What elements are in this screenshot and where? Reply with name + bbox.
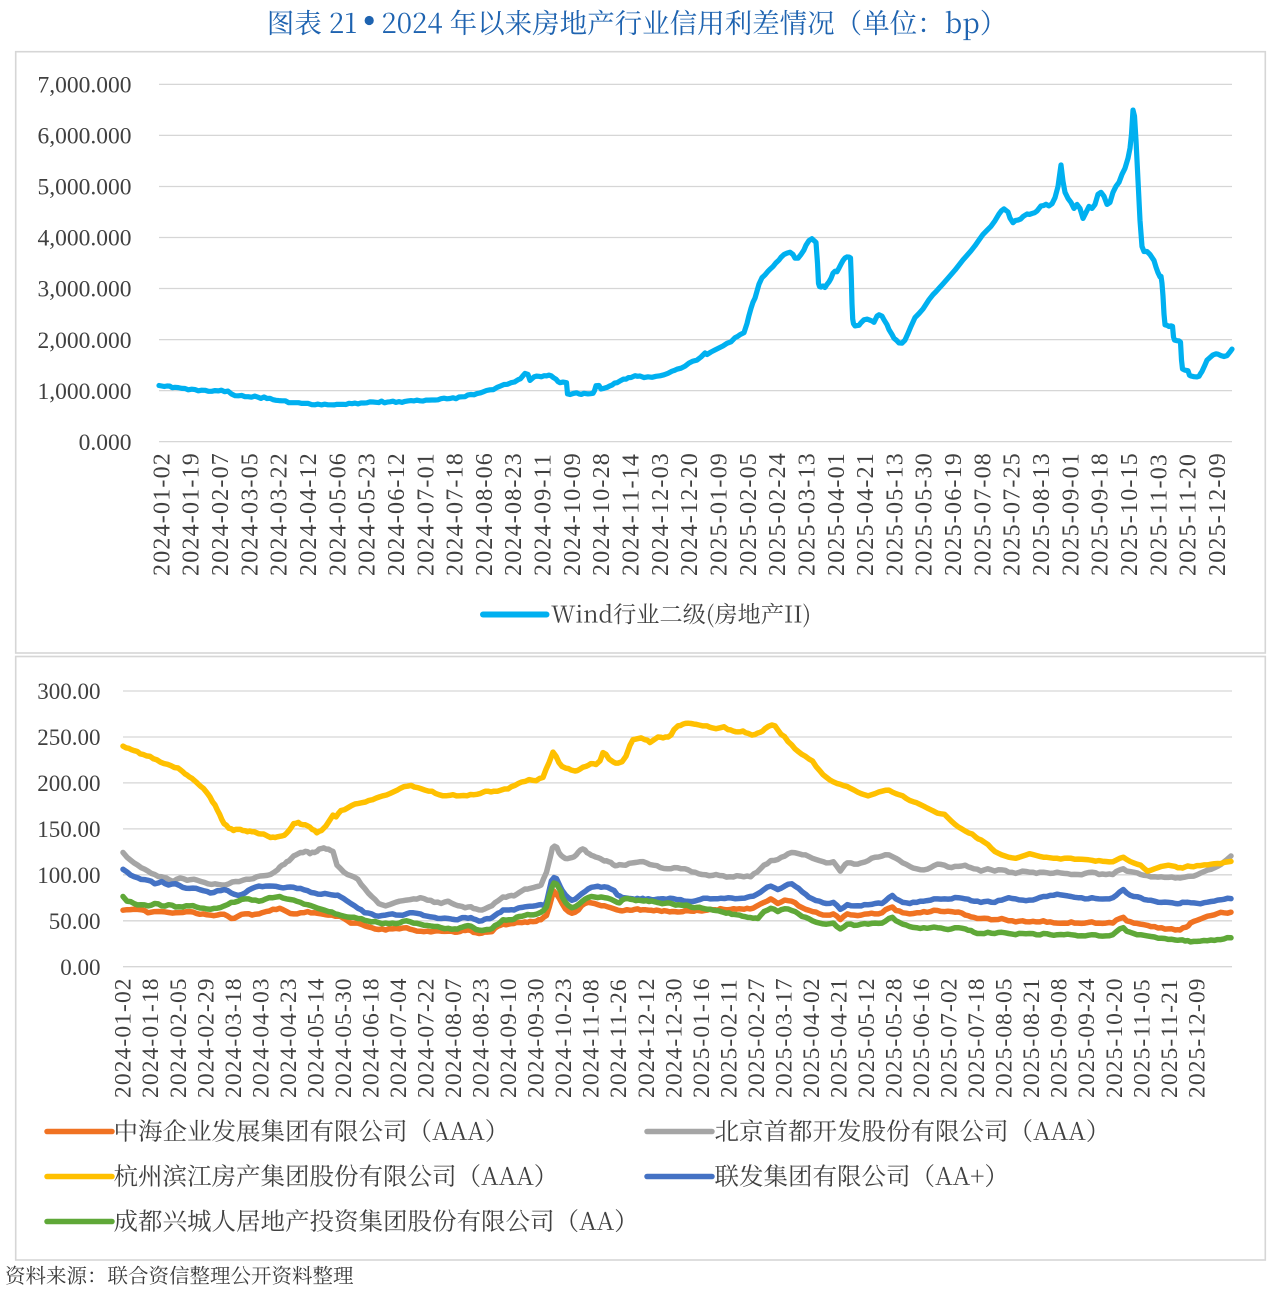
svg-text:1,000.000: 1,000.000 (38, 379, 132, 405)
svg-text:2024-05-06: 2024-05-06 (325, 452, 351, 576)
svg-text:2025-11-20: 2025-11-20 (1176, 453, 1202, 576)
svg-text:2025-06-19: 2025-06-19 (941, 452, 967, 576)
svg-text:2024-03-22: 2024-03-22 (267, 452, 293, 576)
svg-text:2025-02-05: 2025-02-05 (736, 452, 762, 576)
svg-text:2025-09-08: 2025-09-08 (1047, 977, 1073, 1098)
svg-text:2025-05-12: 2025-05-12 (854, 977, 880, 1098)
svg-text:2025-11-21: 2025-11-21 (1157, 978, 1183, 1098)
svg-text:2024-01-02: 2024-01-02 (111, 977, 137, 1098)
svg-text:2025-08-13: 2025-08-13 (1029, 452, 1055, 576)
svg-text:300.00: 300.00 (37, 679, 100, 704)
svg-text:2025-11-03: 2025-11-03 (1146, 453, 1172, 576)
svg-text:2025-05-28: 2025-05-28 (882, 977, 908, 1098)
svg-text:2024-10-09: 2024-10-09 (560, 452, 586, 576)
svg-text:2025-08-21: 2025-08-21 (1019, 977, 1045, 1098)
svg-text:2024-01-18: 2024-01-18 (138, 977, 164, 1098)
svg-text:2025-07-02: 2025-07-02 (937, 977, 963, 1098)
svg-text:2024-12-03: 2024-12-03 (648, 452, 674, 576)
svg-text:2024-02-05: 2024-02-05 (166, 977, 192, 1098)
svg-text:2,000.000: 2,000.000 (38, 328, 132, 354)
svg-text:2025-07-25: 2025-07-25 (1000, 452, 1026, 576)
svg-text:2024-03-05: 2024-03-05 (237, 452, 263, 576)
svg-text:2024-05-23: 2024-05-23 (355, 452, 381, 576)
svg-text:2024-08-23: 2024-08-23 (501, 452, 527, 576)
svg-text:2024-12-12: 2024-12-12 (634, 977, 660, 1098)
svg-text:2025-04-21: 2025-04-21 (827, 977, 853, 1098)
svg-text:2025-07-18: 2025-07-18 (964, 977, 990, 1098)
svg-text:2024-12-30: 2024-12-30 (661, 977, 687, 1098)
svg-text:2024-06-12: 2024-06-12 (384, 452, 410, 576)
svg-text:2024-06-18: 2024-06-18 (359, 977, 385, 1098)
svg-text:2024-10-23: 2024-10-23 (551, 977, 577, 1098)
svg-text:2024-11-08: 2024-11-08 (579, 978, 605, 1098)
svg-text:2024-08-23: 2024-08-23 (469, 977, 495, 1098)
svg-text:2024-04-12: 2024-04-12 (296, 452, 322, 576)
svg-text:2025-02-27: 2025-02-27 (744, 977, 770, 1098)
svg-text:2025-04-21: 2025-04-21 (853, 452, 879, 576)
svg-text:250.00: 250.00 (37, 725, 100, 750)
svg-text:2024-05-30: 2024-05-30 (331, 977, 357, 1098)
svg-text:2024-09-30: 2024-09-30 (524, 977, 550, 1098)
svg-text:2024-07-18: 2024-07-18 (443, 452, 469, 576)
svg-text:2024-07-01: 2024-07-01 (413, 452, 439, 576)
svg-text:2025-11-05: 2025-11-05 (1129, 978, 1155, 1098)
svg-text:2025-12-09: 2025-12-09 (1205, 452, 1231, 576)
svg-text:2024-12-20: 2024-12-20 (677, 452, 703, 576)
svg-text:6,000.000: 6,000.000 (38, 124, 132, 150)
svg-text:200.00: 200.00 (37, 771, 100, 796)
svg-text:2025-03-17: 2025-03-17 (771, 977, 797, 1098)
svg-text:2024-02-29: 2024-02-29 (193, 977, 219, 1098)
svg-text:2025-12-09: 2025-12-09 (1184, 977, 1210, 1098)
svg-text:2025-06-16: 2025-06-16 (909, 977, 935, 1098)
svg-text:7,000.000: 7,000.000 (38, 73, 132, 99)
svg-text:2025-08-05: 2025-08-05 (992, 977, 1018, 1098)
svg-text:2025-01-16: 2025-01-16 (689, 977, 715, 1098)
svg-text:2024-09-10: 2024-09-10 (496, 977, 522, 1098)
svg-text:2024-01-02: 2024-01-02 (149, 452, 175, 576)
svg-text:2024-02-07: 2024-02-07 (208, 452, 234, 576)
svg-text:2024-08-07: 2024-08-07 (441, 977, 467, 1098)
svg-text:0.000: 0.000 (79, 430, 132, 456)
svg-text:2025-09-01: 2025-09-01 (1058, 452, 1084, 576)
svg-text:2025-02-24: 2025-02-24 (765, 452, 791, 576)
svg-text:2025-07-08: 2025-07-08 (970, 452, 996, 576)
svg-text:150.00: 150.00 (37, 817, 100, 842)
svg-text:2024-08-06: 2024-08-06 (472, 452, 498, 576)
svg-text:2024-03-18: 2024-03-18 (221, 977, 247, 1098)
svg-text:3,000.000: 3,000.000 (38, 277, 132, 303)
svg-text:2025-05-13: 2025-05-13 (882, 452, 908, 576)
svg-text:2024-11-26: 2024-11-26 (606, 978, 632, 1098)
svg-text:4,000.000: 4,000.000 (38, 226, 132, 252)
svg-text:2025-09-24: 2025-09-24 (1074, 977, 1100, 1098)
svg-text:2024-11-14: 2024-11-14 (619, 453, 645, 576)
svg-text:2025-03-13: 2025-03-13 (794, 452, 820, 576)
svg-text:2024-07-04: 2024-07-04 (386, 977, 412, 1098)
svg-text:2024-07-22: 2024-07-22 (414, 977, 440, 1098)
svg-text:2024-04-23: 2024-04-23 (276, 977, 302, 1098)
svg-text:2025-04-02: 2025-04-02 (799, 977, 825, 1098)
svg-text:100.00: 100.00 (37, 863, 100, 888)
svg-text:2024-10-28: 2024-10-28 (589, 452, 615, 576)
svg-text:2025-05-30: 2025-05-30 (912, 452, 938, 576)
svg-text:2025-02-11: 2025-02-11 (716, 978, 742, 1098)
svg-text:2024-09-11: 2024-09-11 (531, 453, 557, 576)
svg-text:0.00: 0.00 (60, 955, 100, 980)
svg-text:5,000.000: 5,000.000 (38, 175, 132, 201)
svg-text:50.00: 50.00 (49, 909, 101, 934)
svg-text:2024-04-03: 2024-04-03 (248, 977, 274, 1098)
svg-text:2024-05-14: 2024-05-14 (303, 977, 329, 1098)
svg-text:2025-01-09: 2025-01-09 (707, 452, 733, 576)
svg-text:2025-09-18: 2025-09-18 (1088, 452, 1114, 576)
svg-text:2025-04-01: 2025-04-01 (824, 452, 850, 576)
svg-text:2025-10-15: 2025-10-15 (1117, 452, 1143, 576)
svg-text:2025-10-20: 2025-10-20 (1102, 977, 1128, 1098)
svg-text:2024-01-19: 2024-01-19 (179, 452, 205, 576)
